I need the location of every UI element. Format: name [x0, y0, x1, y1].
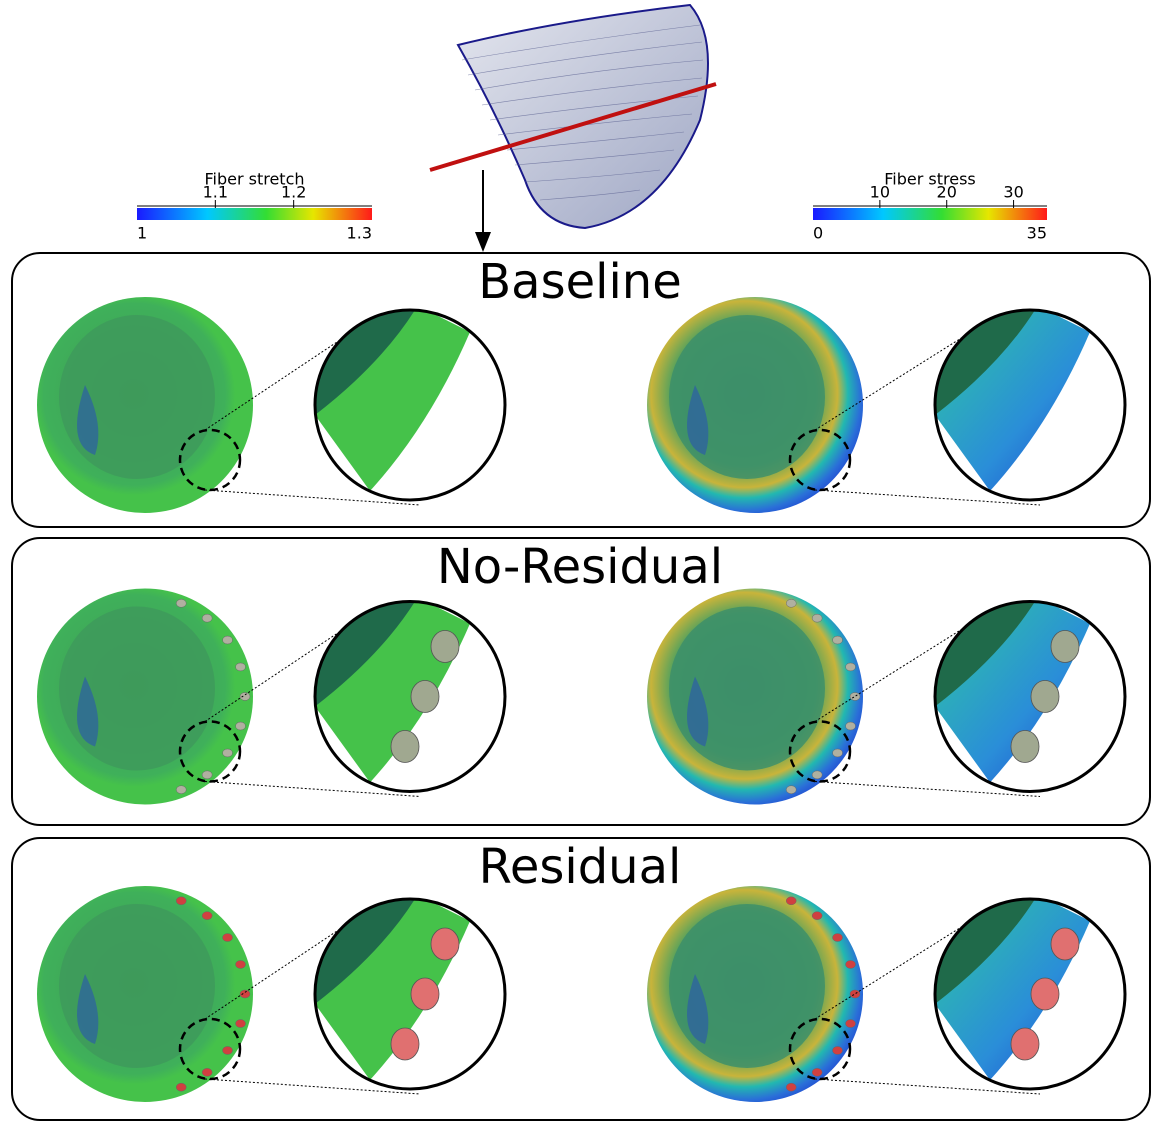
zoom-inclusion	[391, 1028, 419, 1060]
zoom-inclusion	[1051, 928, 1079, 960]
panel: Baseline	[12, 253, 1150, 527]
heart-mesh	[430, 5, 716, 252]
tick-label: 1.3	[347, 224, 372, 243]
inclusion	[240, 990, 250, 998]
inclusion	[786, 786, 796, 794]
zoom-inclusion	[391, 731, 419, 763]
inclusion	[202, 614, 212, 622]
zoom-inclusion	[1031, 681, 1059, 713]
colorbar	[813, 208, 1047, 220]
inclusion	[223, 749, 233, 757]
panel-title: No-Residual	[437, 539, 723, 595]
inclusion	[176, 1083, 186, 1091]
inclusion	[176, 599, 186, 607]
inclusion	[833, 934, 843, 942]
tick-label: 10	[870, 183, 890, 202]
tick-label: 1.1	[203, 183, 228, 202]
inclusion	[846, 722, 856, 730]
panel-title: Residual	[479, 839, 682, 895]
figure: Fiber stretch1.11.211.3Fiber stress10203…	[0, 0, 1158, 1125]
inclusion	[202, 1068, 212, 1076]
zoom-inclusion	[411, 978, 439, 1010]
panel-title: Baseline	[478, 254, 682, 310]
inclusion	[176, 786, 186, 794]
inclusion	[176, 897, 186, 905]
tick-label: 20	[937, 183, 957, 202]
tick-label: 1.2	[281, 183, 306, 202]
inclusion	[236, 722, 246, 730]
inclusion	[786, 897, 796, 905]
zoom-inclusion	[1051, 631, 1079, 663]
colorbar	[137, 208, 372, 220]
inclusion	[240, 693, 250, 701]
inclusion	[846, 960, 856, 968]
inclusion	[812, 771, 822, 779]
tick-label: 30	[1003, 183, 1023, 202]
zoom-inclusion	[1031, 978, 1059, 1010]
tick-label: 1	[137, 224, 147, 243]
inclusion	[786, 1083, 796, 1091]
inclusion	[833, 1046, 843, 1054]
inclusion	[236, 1020, 246, 1028]
zoom-inclusion	[431, 631, 459, 663]
zoom-inclusion	[431, 928, 459, 960]
inclusion	[812, 912, 822, 920]
tick-label: 35	[1027, 224, 1047, 243]
zoom-inclusion	[1011, 731, 1039, 763]
inclusion	[846, 1020, 856, 1028]
colorbar-title: Fiber stress	[884, 170, 976, 189]
inclusion	[833, 749, 843, 757]
inclusion	[236, 960, 246, 968]
panel: Residual	[12, 838, 1150, 1120]
zoom-inclusion	[1011, 1028, 1039, 1060]
inclusion	[223, 636, 233, 644]
inclusion	[236, 663, 246, 671]
tick-label: 0	[813, 224, 823, 243]
inclusion	[812, 1068, 822, 1076]
inclusion	[833, 636, 843, 644]
inclusion	[812, 614, 822, 622]
inclusion	[846, 663, 856, 671]
inclusion	[850, 990, 860, 998]
inclusion	[202, 912, 212, 920]
panel: No-Residual	[12, 538, 1150, 825]
inclusion	[202, 771, 212, 779]
inclusion	[223, 1046, 233, 1054]
inclusion	[850, 693, 860, 701]
zoom-inclusion	[411, 681, 439, 713]
inclusion	[786, 599, 796, 607]
inclusion	[223, 934, 233, 942]
